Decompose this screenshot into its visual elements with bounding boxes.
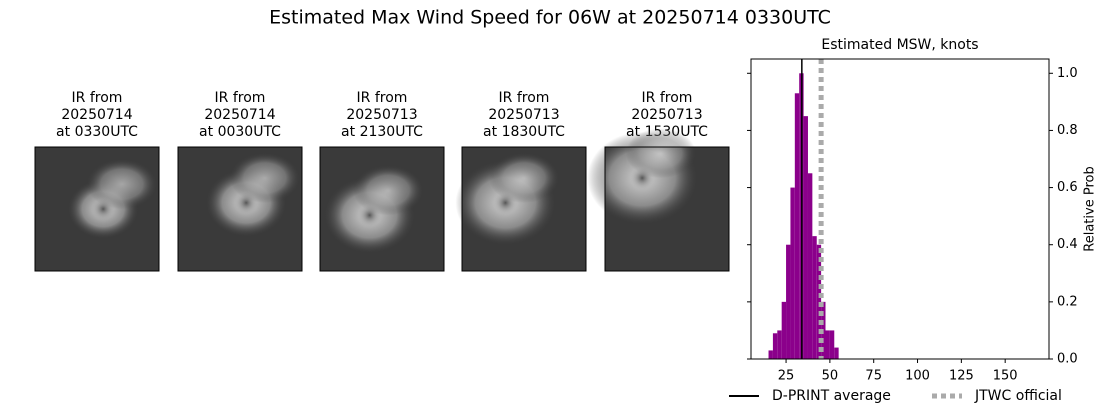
y-tick-label: 0.4 [1057,237,1078,252]
ir-frame [604,146,730,272]
bar [768,350,773,359]
y-tick-label: 1.0 [1057,66,1078,81]
x-tick-label: 125 [949,369,974,384]
panel-title: 20250713 [488,107,559,123]
ir-image [319,146,445,272]
legend-label: D-PRINT average [772,388,891,404]
bar [834,347,839,359]
panel-title: 20250714 [61,107,132,123]
ir-eye [234,190,259,215]
panel-title: at 0030UTC [199,124,281,140]
ir-eye [630,166,655,190]
ir-cloud [86,159,157,210]
y-axis-label: Relative Prob [1083,166,1098,251]
legend-label: JTWC official [974,388,1062,404]
ir-cloud [489,153,559,203]
bar [803,116,808,360]
x-tick-label: 75 [865,369,882,384]
bar [807,173,813,359]
panel-title: 20250713 [346,107,417,123]
ir-eye [493,190,518,215]
x-tick-label: 25 [778,369,795,384]
x-tick-label: 100 [905,369,930,384]
panel-title: IR from [357,90,408,106]
bar [825,330,830,359]
bar [781,301,787,359]
ir-cloud [353,165,424,216]
chart-title: Estimated MSW, knots [821,37,978,53]
figure-title: Estimated Max Wind Speed for 06W at 2025… [269,7,831,29]
ir-frame [34,146,160,272]
x-tick-label: 150 [993,369,1018,384]
ir-frame [319,146,445,272]
panel-title: at 2130UTC [341,124,423,140]
y-tick-label: 0.2 [1057,294,1078,309]
panel-title: IR from [642,90,693,106]
ir-eye [357,203,382,228]
ir-eye [91,197,116,221]
ir-image [177,146,303,272]
panel-title: IR from [499,90,550,106]
bar [786,244,791,359]
bar [777,330,782,359]
panel-title: 20250713 [631,107,702,123]
y-tick-label: 0.0 [1057,352,1078,367]
ir-frame [461,146,587,272]
y-tick-label: 0.6 [1057,180,1078,195]
x-tick-label: 50 [822,369,839,384]
panel-title: at 0330UTC [56,124,138,140]
panel-title: IR from [72,90,123,106]
bar [794,93,800,360]
panel-title: IR from [215,90,266,106]
panel-title: 20250714 [204,107,275,123]
ir-image [455,146,587,272]
bar [816,244,822,359]
ir-image [34,146,160,272]
bar [772,333,778,359]
bar [812,236,817,359]
panel-title: at 1830UTC [483,124,565,140]
plot-frame [750,58,1050,360]
bar [790,187,795,359]
y-tick-label: 0.8 [1057,123,1078,138]
ir-frame [177,146,303,272]
ir-image [587,128,730,272]
bar [829,330,835,359]
ir-cloud [625,128,696,179]
ir-cloud [229,153,300,203]
